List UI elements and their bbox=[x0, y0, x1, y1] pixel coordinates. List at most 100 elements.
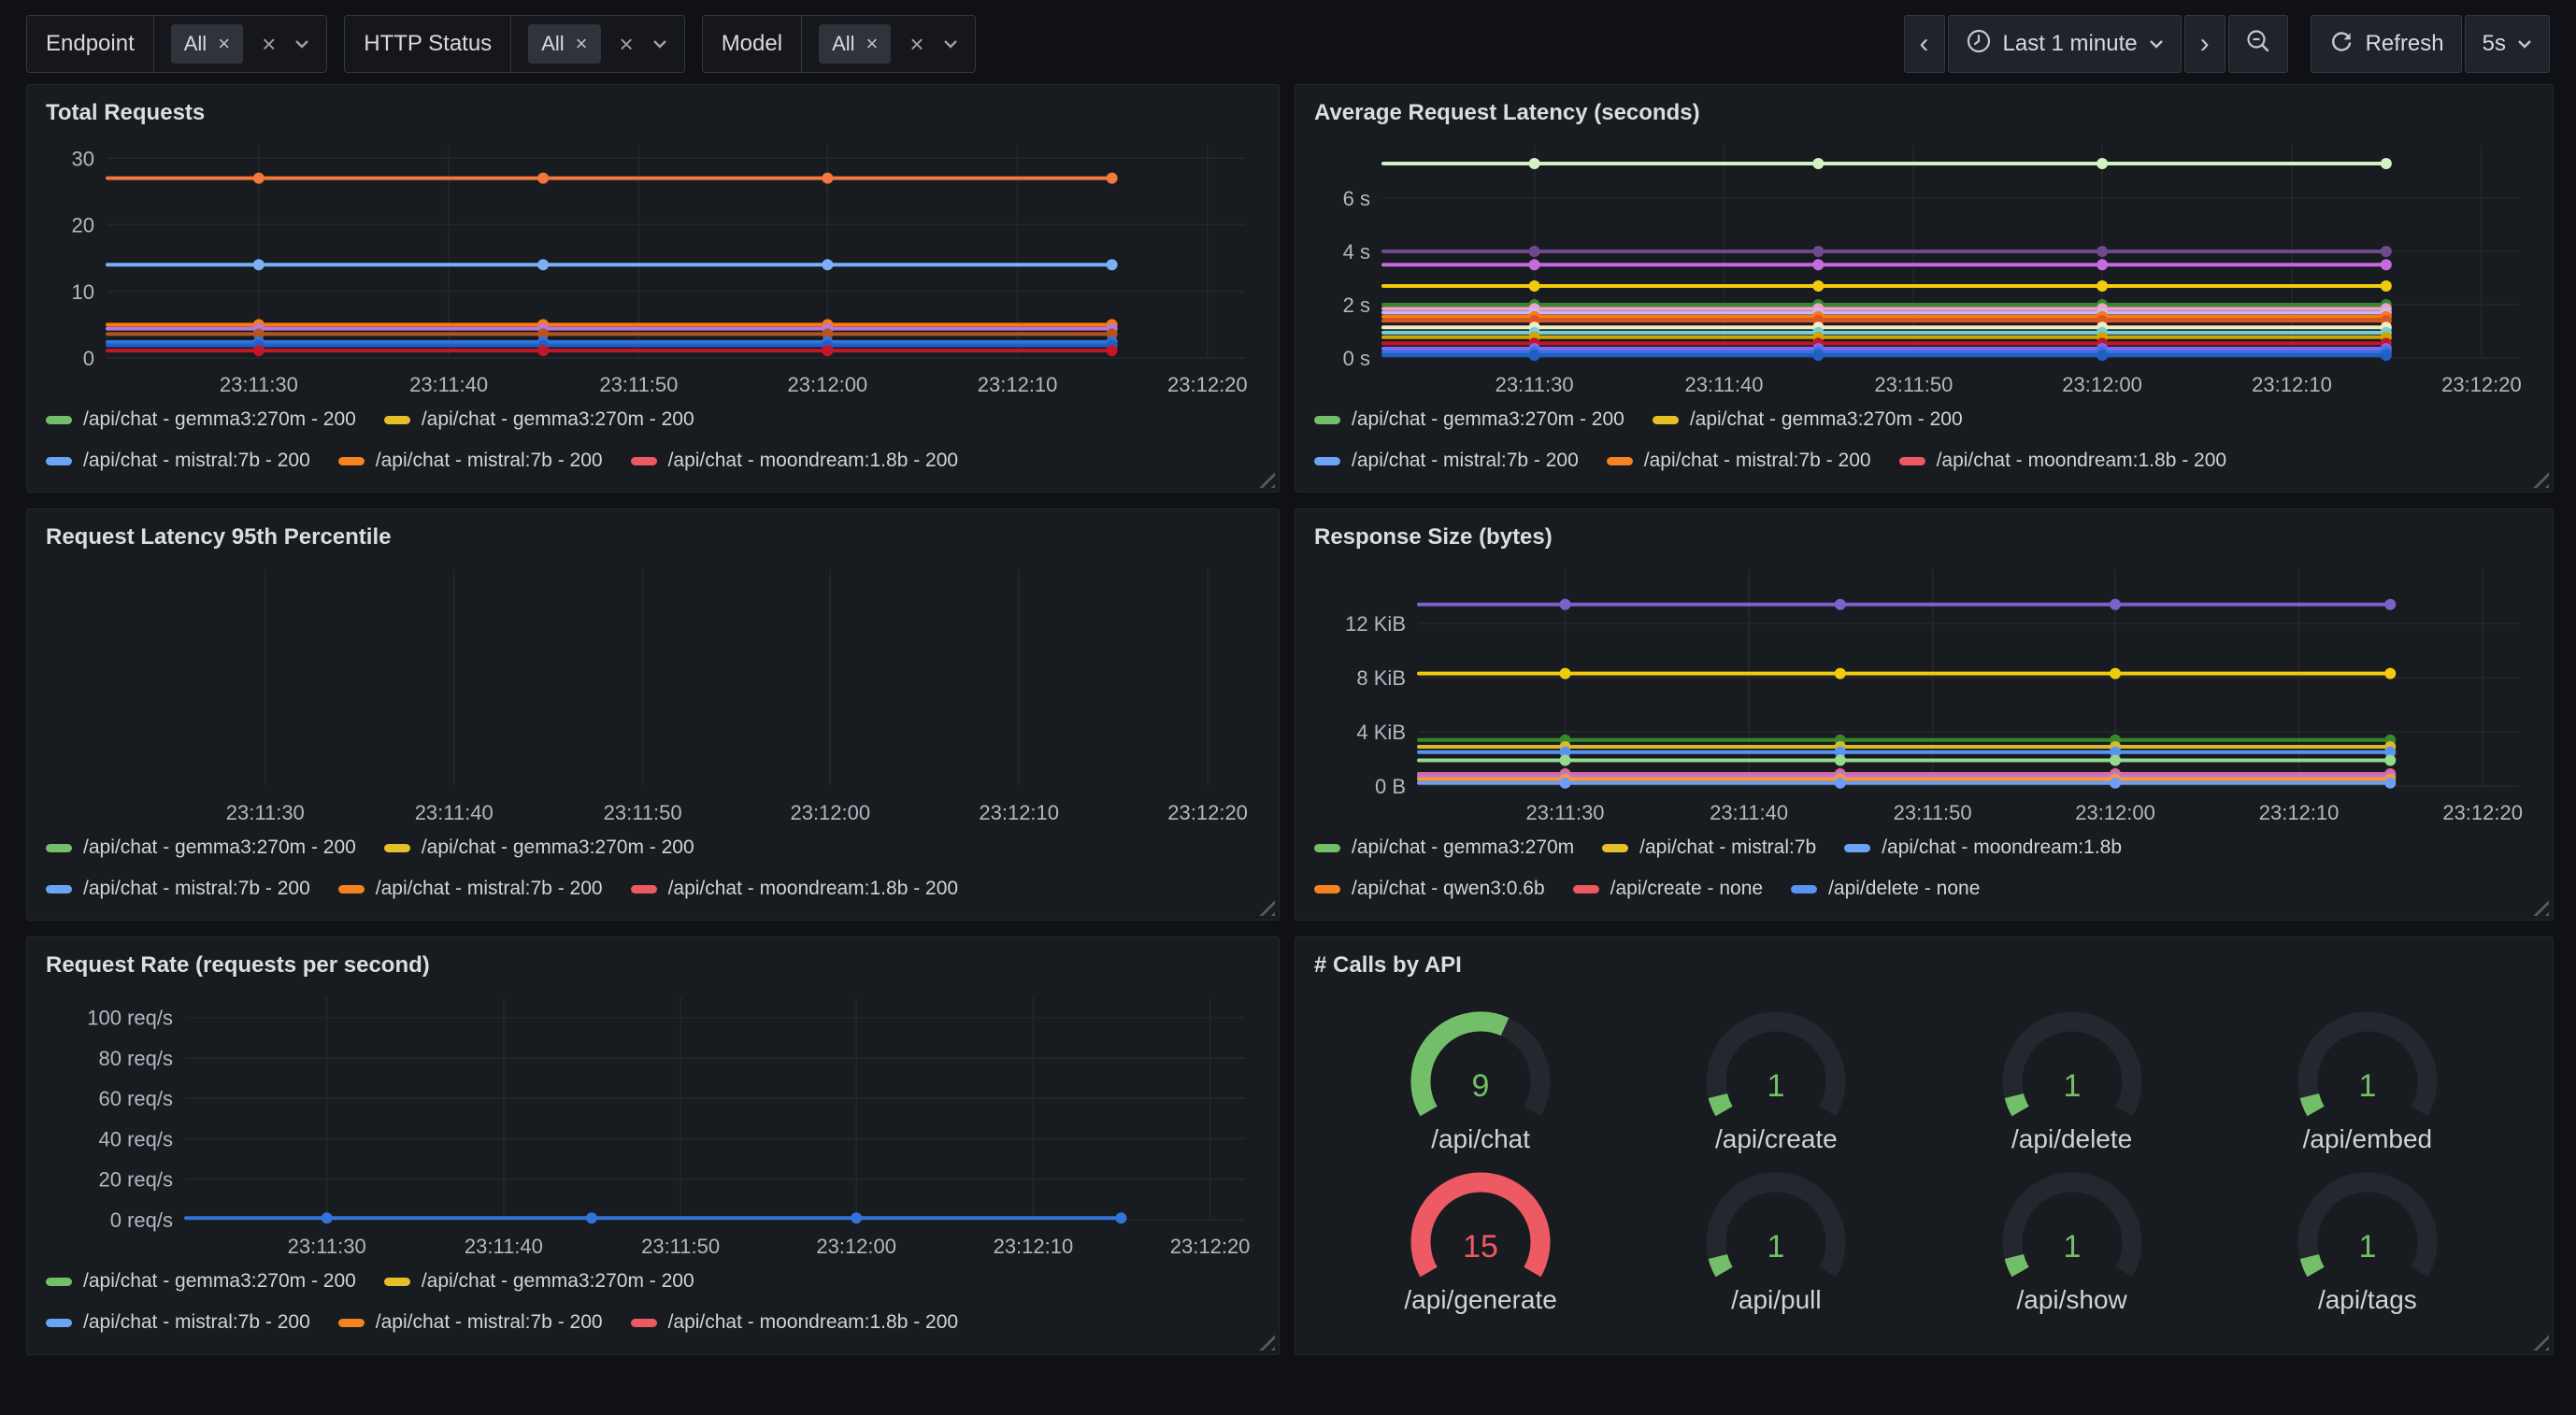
legend-item[interactable]: /api/chat - gemma3:270m - 200 bbox=[46, 408, 356, 431]
svg-text:20 req/s: 20 req/s bbox=[99, 1168, 174, 1192]
panel-resize-handle[interactable] bbox=[1258, 1334, 1275, 1351]
clear-filter-icon[interactable]: × bbox=[619, 30, 634, 58]
panel-title[interactable]: # Calls by API bbox=[1314, 952, 1462, 978]
legend-item[interactable]: /api/chat - gemma3:270m - 200 bbox=[383, 1270, 694, 1293]
series-label: /api/chat - mistral:7b - 200 bbox=[375, 878, 603, 899]
gauge-api-embed: 1/api/embed bbox=[2279, 1005, 2456, 1154]
series-label: /api/chat - gemma3:270m - 200 bbox=[83, 1270, 356, 1292]
svg-text:23:11:40: 23:11:40 bbox=[409, 373, 488, 396]
panel-resize-handle[interactable] bbox=[1258, 899, 1275, 916]
remove-value-icon[interactable]: × bbox=[866, 32, 879, 55]
legend-item[interactable]: /api/chat - gemma3:270m - 200 bbox=[46, 1270, 356, 1293]
series-label: /api/chat - gemma3:270m - 200 bbox=[1689, 408, 1963, 430]
filter-endpoint: Endpoint All × × bbox=[26, 15, 328, 73]
panel-resize-handle[interactable] bbox=[2532, 1334, 2549, 1351]
series-color-swatch bbox=[1314, 456, 1340, 465]
panel-title[interactable]: Average Request Latency (seconds) bbox=[1314, 100, 1700, 125]
legend-item[interactable]: /api/chat - qwen3:0.6b bbox=[1314, 878, 1545, 900]
legend-item[interactable]: /api/chat - gemma3:270m - 200 bbox=[383, 836, 694, 859]
series-color-swatch bbox=[1652, 415, 1679, 424]
filter-endpoint-value[interactable]: All × × bbox=[154, 16, 327, 72]
chevron-down-icon[interactable] bbox=[943, 39, 958, 49]
legend-item[interactable]: /api/chat - gemma3:270m - 200 bbox=[1314, 408, 1624, 431]
svg-text:23:12:00: 23:12:00 bbox=[816, 1235, 896, 1258]
gauge-label: /api/delete bbox=[2011, 1124, 2133, 1153]
series-color-swatch bbox=[1898, 456, 1925, 465]
svg-text:23:11:30: 23:11:30 bbox=[220, 373, 298, 396]
legend-item[interactable]: /api/chat - gemma3:270m bbox=[1314, 836, 1574, 859]
legend-item[interactable]: /api/chat - moondream:1.8b - 200 bbox=[630, 450, 959, 472]
legend-item[interactable]: /api/chat - mistral:7b - 200 bbox=[337, 1311, 603, 1334]
legend-item[interactable]: /api/chat - mistral:7b - 200 bbox=[46, 1311, 310, 1334]
legend-item[interactable]: /api/chat - gemma3:270m - 200 bbox=[46, 836, 356, 859]
legend-item[interactable]: /api/create - none bbox=[1572, 878, 1763, 900]
zoom-out-button[interactable] bbox=[2227, 15, 2288, 73]
request-rate-chart: 23:11:30 23:11:40 23:11:50 23:12:00 23:12:10… bbox=[87, 997, 1251, 1258]
svg-text:60 req/s: 60 req/s bbox=[99, 1087, 174, 1110]
legend-row: /api/chat - gemma3:270m - 200/api/chat -… bbox=[1314, 408, 2534, 431]
svg-text:23:12:20: 23:12:20 bbox=[2441, 373, 2522, 396]
svg-text:23:12:20: 23:12:20 bbox=[1167, 373, 1248, 396]
panel-title[interactable]: Request Rate (requests per second) bbox=[46, 952, 430, 978]
panel-resize-handle[interactable] bbox=[1258, 471, 1275, 488]
legend-item[interactable]: /api/chat - mistral:7b - 200 bbox=[1314, 450, 1579, 472]
time-range-picker-button[interactable]: Last 1 minute bbox=[1947, 15, 2182, 73]
legend-item[interactable]: /api/chat - mistral:7b - 200 bbox=[337, 450, 603, 472]
series-label: /api/chat - gemma3:270m - 200 bbox=[421, 408, 694, 430]
panel-resize-handle[interactable] bbox=[2532, 899, 2549, 916]
legend-item[interactable]: /api/chat - moondream:1.8b - 200 bbox=[630, 1311, 958, 1334]
filter-model-value[interactable]: All × × bbox=[802, 16, 975, 72]
legend-item[interactable]: /api/chat - mistral:7b - 200 bbox=[1606, 450, 1871, 472]
legend-item[interactable]: /api/delete - none bbox=[1791, 878, 1980, 900]
remove-value-icon[interactable]: × bbox=[218, 32, 231, 55]
svg-text:9: 9 bbox=[1472, 1068, 1490, 1104]
series-label: /api/chat - gemma3:270m - 200 bbox=[421, 836, 694, 858]
legend-item[interactable]: /api/chat - mistral:7b - 200 bbox=[46, 450, 310, 472]
series-label: /api/chat - mistral:7b - 200 bbox=[1352, 450, 1579, 471]
legend-item[interactable]: /api/chat - mistral:7b - 200 bbox=[337, 878, 603, 900]
svg-text:23:12:20: 23:12:20 bbox=[2442, 801, 2523, 824]
svg-text:30: 30 bbox=[72, 147, 94, 170]
svg-text:0: 0 bbox=[83, 347, 94, 370]
refresh-button[interactable]: Refresh bbox=[2310, 15, 2462, 73]
chevron-down-icon[interactable] bbox=[652, 39, 667, 49]
legend-item[interactable]: /api/chat - moondream:1.8b - 200 bbox=[630, 878, 958, 900]
legend-item[interactable]: /api/chat - moondream:1.8b - 200 bbox=[1898, 450, 2227, 472]
legend-row: /api/chat - mistral:7b - 200/api/chat - … bbox=[46, 878, 1260, 900]
chevron-down-icon[interactable] bbox=[294, 39, 309, 49]
series-label: /api/chat - moondream:1.8b - 200 bbox=[667, 450, 959, 471]
legend-item[interactable]: /api/chat - gemma3:270m - 200 bbox=[1652, 408, 1963, 431]
filter-model: Model All × × bbox=[701, 15, 976, 73]
svg-text:23:11:30: 23:11:30 bbox=[226, 801, 305, 824]
panel-resize-handle[interactable] bbox=[2532, 471, 2549, 488]
time-shift-back-button[interactable]: ‹ bbox=[1903, 15, 1945, 73]
filter-endpoint-chip[interactable]: All × bbox=[170, 24, 244, 64]
filter-http-status-value[interactable]: All × × bbox=[511, 16, 684, 72]
filter-model-chip[interactable]: All × bbox=[819, 24, 892, 64]
svg-text:23:12:20: 23:12:20 bbox=[1170, 1235, 1251, 1258]
legend-row: /api/chat - gemma3:270m/api/chat - mistr… bbox=[1314, 836, 2534, 859]
legend-item[interactable]: /api/chat - moondream:1.8b bbox=[1844, 836, 2122, 859]
svg-text:23:12:20: 23:12:20 bbox=[1167, 801, 1248, 824]
refresh-interval-button[interactable]: 5s bbox=[2464, 15, 2550, 73]
legend-item[interactable]: /api/chat - mistral:7b bbox=[1602, 836, 1816, 859]
time-shift-forward-button[interactable]: › bbox=[2183, 15, 2225, 73]
svg-text:4 s: 4 s bbox=[1343, 240, 1370, 264]
panel-request-rate: Request Rate (requests per second) 23:11… bbox=[26, 936, 1280, 1355]
panel-title[interactable]: Response Size (bytes) bbox=[1314, 524, 1553, 550]
series-label: /api/chat - moondream:1.8b - 200 bbox=[1936, 450, 2227, 471]
series-color-swatch bbox=[1606, 456, 1633, 465]
filter-http-status-chip[interactable]: All × bbox=[528, 24, 601, 64]
remove-value-icon[interactable]: × bbox=[575, 32, 588, 55]
svg-text:1: 1 bbox=[2358, 1068, 2376, 1104]
clear-filter-icon[interactable]: × bbox=[262, 30, 277, 58]
svg-text:23:11:40: 23:11:40 bbox=[1684, 373, 1763, 396]
panel-title[interactable]: Request Latency 95th Percentile bbox=[46, 524, 392, 550]
legend-item[interactable]: /api/chat - mistral:7b - 200 bbox=[46, 878, 310, 900]
legend-item[interactable]: /api/chat - gemma3:270m - 200 bbox=[383, 408, 694, 431]
clear-filter-icon[interactable]: × bbox=[909, 30, 924, 58]
panel-title[interactable]: Total Requests bbox=[46, 100, 206, 125]
series-label: /api/chat - qwen3:0.6b bbox=[1352, 878, 1545, 899]
svg-text:23:11:50: 23:11:50 bbox=[604, 801, 682, 824]
calls-by-api-gauges: 9/api/chat 1/api/create 1/api/delete 1/api/… bbox=[1314, 984, 2534, 1345]
